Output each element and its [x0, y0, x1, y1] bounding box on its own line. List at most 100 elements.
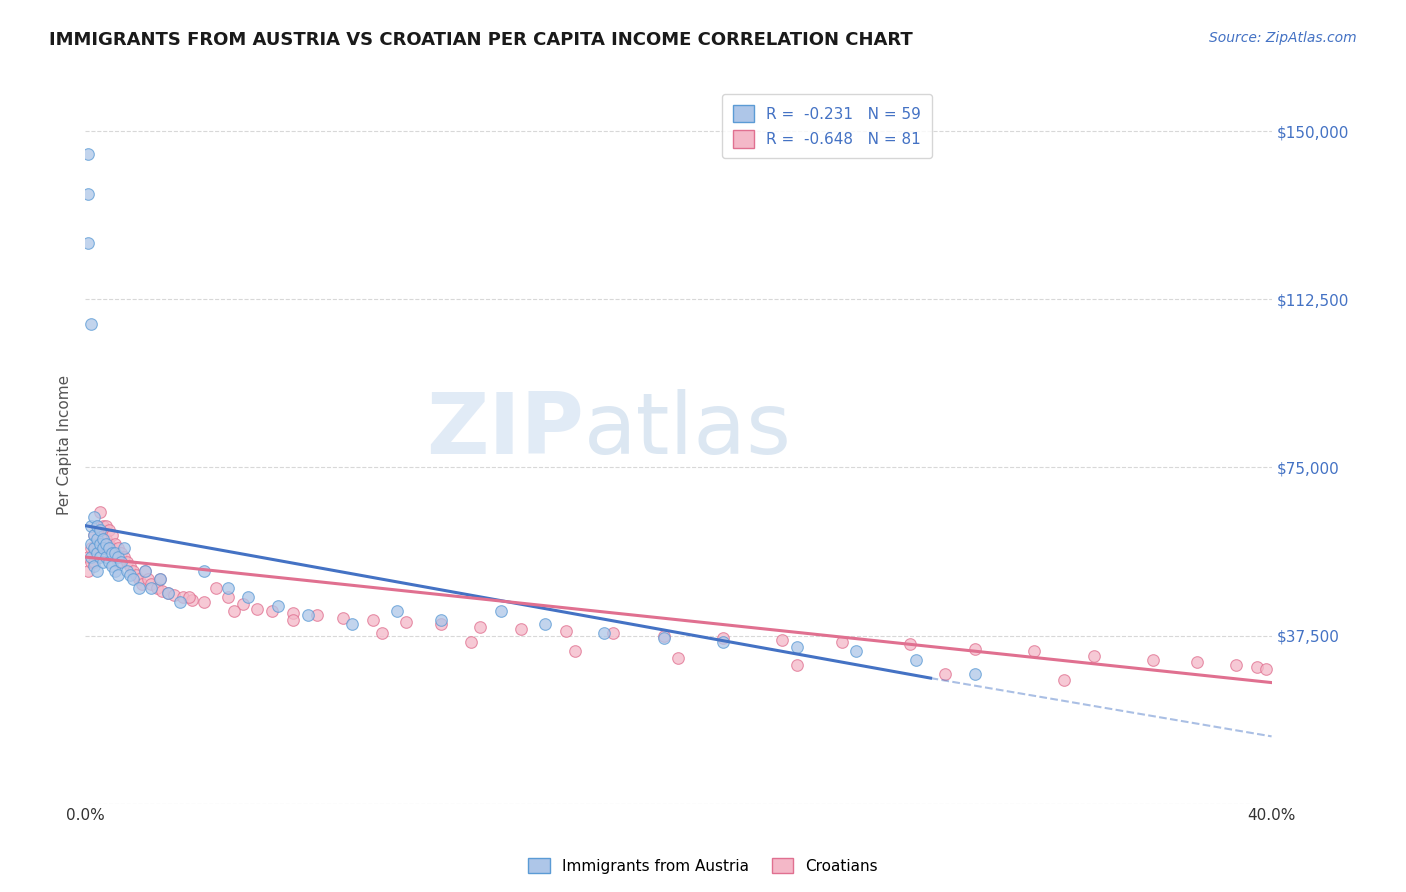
Point — [430, 613, 453, 627]
Point — [1187, 656, 1209, 670]
Point — [94, 532, 117, 546]
Point — [652, 628, 675, 642]
Point — [554, 624, 576, 638]
Point — [395, 615, 418, 629]
Text: ZIP: ZIP — [426, 389, 583, 472]
Point — [107, 555, 129, 569]
Legend: R =  -0.231   N = 59, R =  -0.648   N = 81: R = -0.231 N = 59, R = -0.648 N = 81 — [721, 94, 932, 158]
Point — [510, 622, 533, 636]
Point — [193, 595, 215, 609]
Point — [91, 541, 114, 555]
Point — [125, 568, 148, 582]
Point — [94, 536, 117, 550]
Point — [128, 582, 150, 596]
Point — [1083, 648, 1105, 663]
Point — [89, 523, 111, 537]
Point — [83, 527, 105, 541]
Point — [342, 617, 364, 632]
Point — [246, 601, 269, 615]
Point — [145, 582, 167, 596]
Point — [83, 541, 105, 555]
Point — [101, 527, 124, 541]
Point — [83, 541, 105, 555]
Point — [86, 518, 108, 533]
Point — [80, 550, 103, 565]
Point — [430, 617, 453, 632]
Point — [83, 509, 105, 524]
Point — [118, 568, 141, 582]
Point — [86, 532, 108, 546]
Point — [139, 582, 162, 596]
Point — [217, 582, 239, 596]
Point — [711, 631, 734, 645]
Point — [1024, 644, 1046, 658]
Point — [91, 532, 114, 546]
Point — [89, 523, 111, 537]
Point — [91, 532, 114, 546]
Y-axis label: Per Capita Income: Per Capita Income — [58, 375, 72, 515]
Point — [222, 604, 245, 618]
Point — [898, 638, 921, 652]
Point — [193, 564, 215, 578]
Point — [104, 564, 127, 578]
Point — [115, 555, 138, 569]
Point — [86, 518, 108, 533]
Point — [131, 577, 153, 591]
Point — [262, 604, 284, 618]
Point — [94, 518, 117, 533]
Point — [104, 550, 127, 565]
Point — [83, 559, 105, 574]
Point — [963, 666, 986, 681]
Text: atlas: atlas — [583, 389, 792, 472]
Point — [489, 604, 512, 618]
Point — [101, 541, 124, 555]
Point — [361, 613, 384, 627]
Point — [110, 555, 132, 569]
Point — [332, 610, 354, 624]
Point — [80, 317, 103, 331]
Point — [281, 606, 304, 620]
Point — [267, 599, 290, 614]
Point — [80, 541, 103, 555]
Point — [134, 564, 156, 578]
Point — [205, 582, 228, 596]
Point — [86, 564, 108, 578]
Point — [460, 635, 482, 649]
Point — [934, 666, 956, 681]
Point — [98, 555, 121, 569]
Point — [89, 505, 111, 519]
Point — [305, 608, 328, 623]
Legend: Immigrants from Austria, Croatians: Immigrants from Austria, Croatians — [522, 852, 884, 880]
Point — [107, 550, 129, 565]
Text: Source: ZipAtlas.com: Source: ZipAtlas.com — [1209, 31, 1357, 45]
Point — [101, 545, 124, 559]
Point — [468, 619, 491, 633]
Point — [148, 573, 170, 587]
Point — [112, 541, 135, 555]
Point — [139, 577, 162, 591]
Point — [118, 559, 141, 574]
Point — [136, 573, 159, 587]
Point — [163, 588, 186, 602]
Point — [104, 536, 127, 550]
Point — [238, 591, 260, 605]
Point — [91, 555, 114, 569]
Point — [94, 550, 117, 565]
Point — [831, 635, 853, 649]
Point — [652, 631, 675, 645]
Point — [217, 591, 239, 605]
Point — [98, 541, 121, 555]
Point — [115, 564, 138, 578]
Point — [1254, 662, 1277, 676]
Point — [786, 640, 808, 654]
Point — [112, 550, 135, 565]
Point — [172, 591, 194, 605]
Point — [157, 586, 180, 600]
Point — [1225, 657, 1247, 672]
Point — [77, 186, 100, 201]
Point — [121, 564, 143, 578]
Point — [371, 626, 394, 640]
Point — [89, 541, 111, 555]
Point — [86, 536, 108, 550]
Point — [128, 573, 150, 587]
